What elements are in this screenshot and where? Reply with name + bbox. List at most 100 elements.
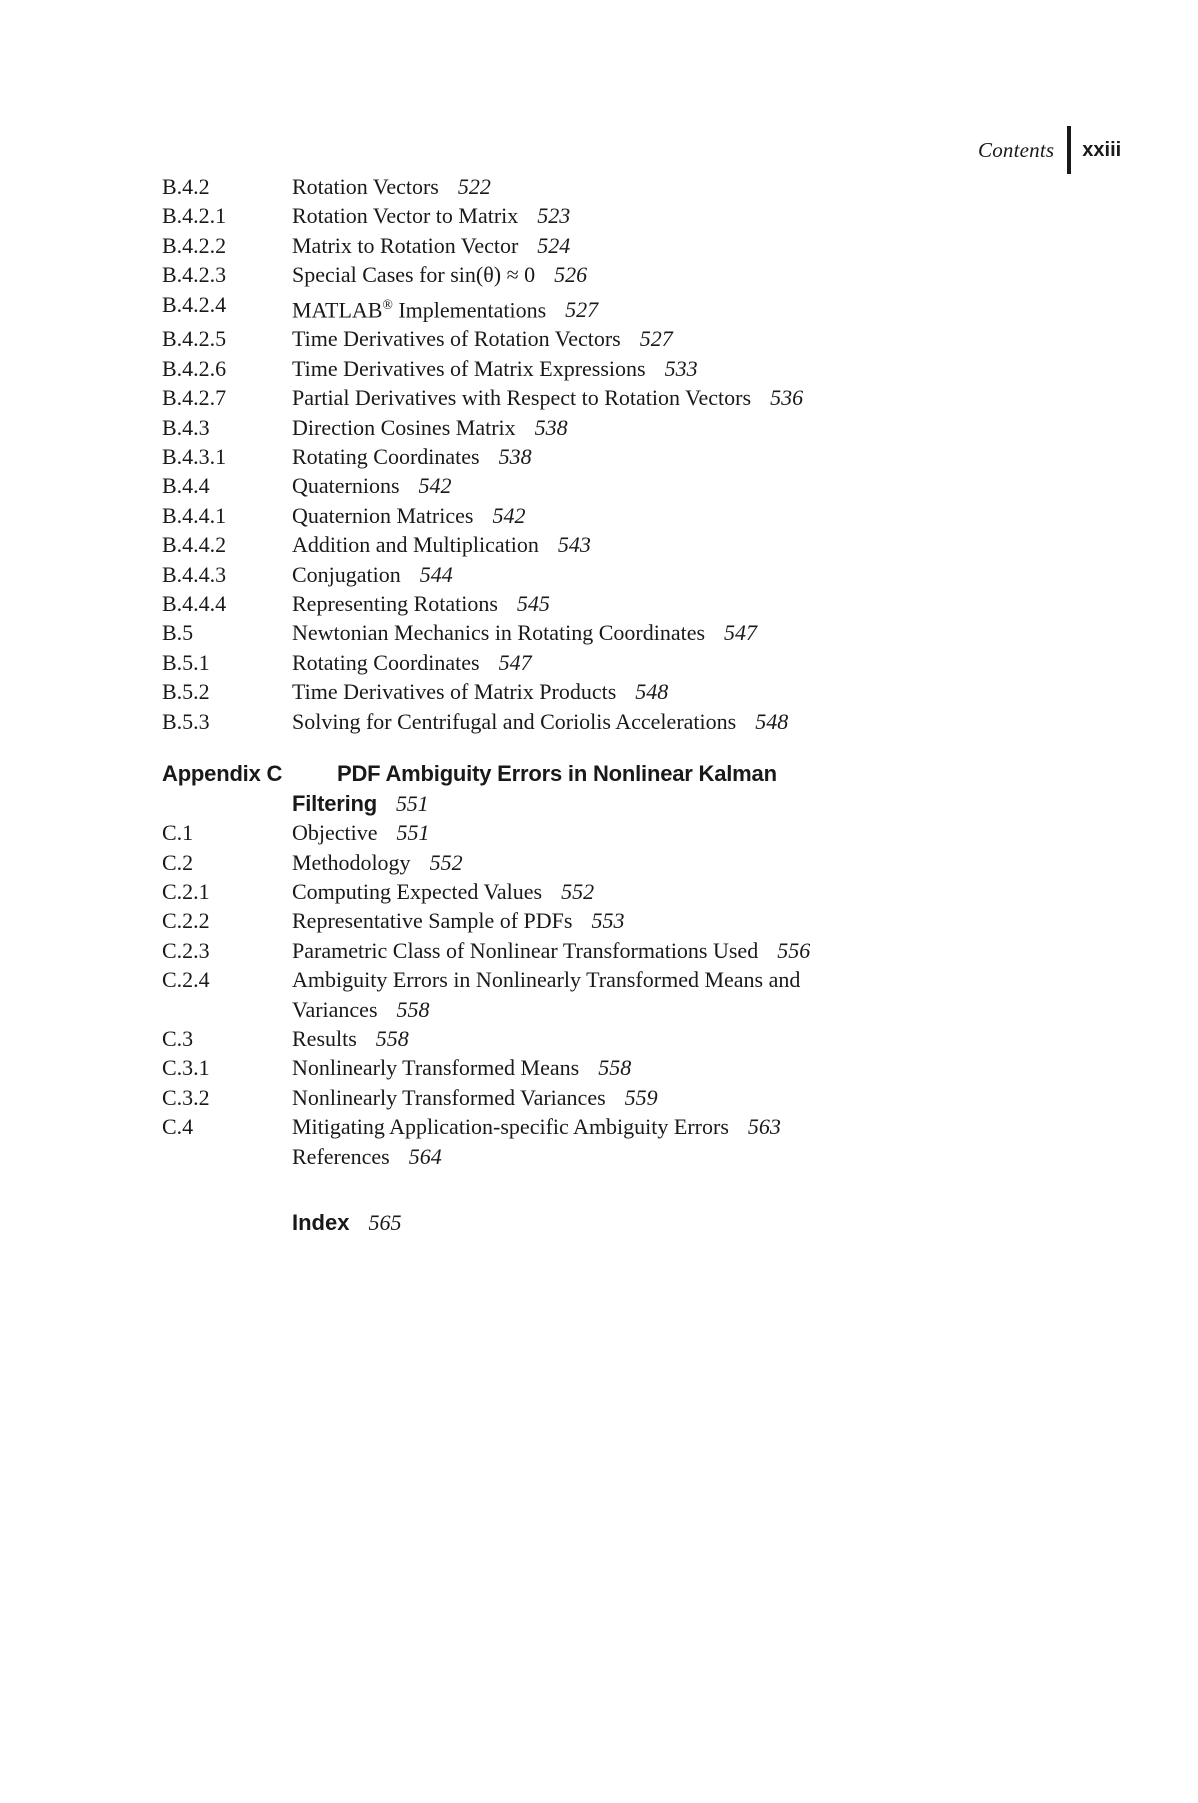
entry-number: B.5.3 bbox=[162, 708, 210, 734]
entry-number: C.2.2 bbox=[162, 908, 210, 934]
entry-page-number: 536 bbox=[770, 385, 804, 411]
toc-entry: C.2.4 Ambiguity Errors in Nonlinearly Tr… bbox=[162, 965, 1102, 994]
entry-number: C.2 bbox=[162, 849, 194, 875]
entry-page-number: 564 bbox=[408, 1143, 442, 1169]
entry-page-number: 552 bbox=[561, 879, 595, 905]
toc-entry: C.2.1 Computing Expected Values 552 bbox=[162, 877, 1102, 906]
toc-entry: B.4.2.4 MATLAB® Implementations 527 bbox=[162, 290, 1102, 325]
entry-page-number: 526 bbox=[554, 262, 588, 288]
entry-title: References 564 bbox=[292, 1143, 442, 1169]
entry-page-number: 522 bbox=[457, 174, 491, 199]
entry-page-number: 558 bbox=[396, 996, 430, 1022]
entry-page-number: 551 bbox=[396, 820, 430, 846]
section-b-entries: B.4.2 Rotation Vectors 522 B.4.2.1 Rotati… bbox=[162, 172, 1102, 736]
entry-number: B.4.3 bbox=[162, 414, 210, 440]
entry-page-number: 542 bbox=[418, 473, 452, 499]
entry-title: Conjugation 544 bbox=[292, 561, 453, 587]
toc-entry: B.4.2 Rotation Vectors 522 bbox=[162, 172, 1102, 201]
appendix-heading-line2: Filtering 551 bbox=[292, 789, 1102, 819]
entry-title: Partial Derivatives with Respect to Rota… bbox=[292, 385, 804, 411]
entry-page-number: 538 bbox=[534, 414, 568, 440]
toc-entry: B.5.3 Solving for Centrifugal and Coriol… bbox=[162, 707, 1102, 736]
entry-page-number: 558 bbox=[598, 1055, 632, 1081]
toc-entry: B.4.2.3 Special Cases for sin(θ) ≈ 0 526 bbox=[162, 260, 1102, 289]
toc-entry: B.4.2.6 Time Derivatives of Matrix Expre… bbox=[162, 354, 1102, 383]
entry-number: B.4.2.2 bbox=[162, 232, 227, 258]
entry-title: Time Derivatives of Matrix Expressions 53… bbox=[292, 355, 698, 381]
entry-number: B.4.2.5 bbox=[162, 326, 227, 352]
entry-title: MATLAB® Implementations 527 bbox=[292, 296, 599, 322]
entry-title: Mitigating Application-specific Ambiguit… bbox=[292, 1114, 781, 1140]
page-header: Contents xxiii bbox=[978, 124, 1121, 176]
entry-title: Direction Cosines Matrix 538 bbox=[292, 414, 568, 440]
entry-number: C.3 bbox=[162, 1026, 194, 1052]
entry-title: Quaternion Matrices 542 bbox=[292, 502, 526, 528]
entry-number: B.4.2 bbox=[162, 174, 210, 199]
entry-title: Representing Rotations 545 bbox=[292, 591, 550, 617]
toc-entry: References 564 bbox=[162, 1142, 1102, 1171]
entry-number: B.4.3.1 bbox=[162, 443, 227, 469]
entry-page-number: 544 bbox=[419, 561, 453, 587]
entry-title: Parametric Class of Nonlinear Transforma… bbox=[292, 937, 811, 963]
toc-entry: C.3.2 Nonlinearly Transformed Variances 5… bbox=[162, 1083, 1102, 1112]
toc-entry: B.4.4.2 Addition and Multiplication 543 bbox=[162, 530, 1102, 559]
entry-number: C.3.1 bbox=[162, 1055, 210, 1081]
toc-entry: B.5.1 Rotating Coordinates 547 bbox=[162, 648, 1102, 677]
entry-number: C.3.2 bbox=[162, 1084, 210, 1110]
entry-number: B.4.2.3 bbox=[162, 262, 227, 288]
entry-page-number: 558 bbox=[375, 1026, 409, 1052]
toc-list: B.4.2 Rotation Vectors 522 B.4.2.1 Rotati… bbox=[162, 172, 1102, 1238]
entry-number: C.4 bbox=[162, 1114, 194, 1140]
toc-entry: B.4.4.3 Conjugation 544 bbox=[162, 560, 1102, 589]
entry-page-number: 556 bbox=[777, 937, 811, 963]
appendix-title-continued: Filtering bbox=[292, 790, 377, 816]
toc-entry: B.4.2.5 Time Derivatives of Rotation Vec… bbox=[162, 324, 1102, 353]
toc-entry: C.2.2 Representative Sample of PDFs 553 bbox=[162, 906, 1102, 935]
appendix-heading-line1: Appendix C PDF Ambiguity Errors in Nonli… bbox=[162, 759, 1102, 789]
appendix-title: PDF Ambiguity Errors in Nonlinear Kalman bbox=[337, 761, 777, 787]
entry-number: B.4.4.3 bbox=[162, 561, 227, 587]
entry-number: B.4.2.7 bbox=[162, 385, 227, 411]
entry-title: Results 558 bbox=[292, 1026, 409, 1052]
entry-title: Computing Expected Values 552 bbox=[292, 879, 595, 905]
toc-entry: C.3.1 Nonlinearly Transformed Means 558 bbox=[162, 1053, 1102, 1082]
entry-page-number: 527 bbox=[639, 326, 673, 352]
entry-number: C.2.1 bbox=[162, 879, 210, 905]
entry-title: Representative Sample of PDFs 553 bbox=[292, 908, 625, 934]
entry-page-number: 523 bbox=[537, 203, 571, 229]
entry-number: B.4.2.1 bbox=[162, 203, 227, 229]
toc-entry: B.4.3.1 Rotating Coordinates 538 bbox=[162, 442, 1102, 471]
entry-number: B.5 bbox=[162, 620, 194, 646]
toc-entry: C.2 Methodology 552 bbox=[162, 848, 1102, 877]
entry-title: Quaternions 542 bbox=[292, 473, 452, 499]
entry-page-number: 543 bbox=[557, 532, 591, 558]
toc-entry: B.4.4 Quaternions 542 bbox=[162, 471, 1102, 500]
toc-entry: C.3 Results 558 bbox=[162, 1024, 1102, 1053]
entry-title: Ambiguity Errors in Nonlinearly Transfor… bbox=[292, 967, 801, 993]
appendix-c-heading: Appendix C PDF Ambiguity Errors in Nonli… bbox=[162, 759, 1102, 818]
entry-page-number: 559 bbox=[624, 1084, 658, 1110]
appendix-label: Appendix C bbox=[162, 761, 283, 787]
entry-title: Rotating Coordinates 538 bbox=[292, 443, 532, 469]
entry-number: B.4.4 bbox=[162, 473, 210, 499]
registered-trademark-symbol: ® bbox=[382, 296, 393, 312]
entry-title: Variances 558 bbox=[292, 996, 430, 1022]
entry-page-number: 545 bbox=[516, 591, 550, 617]
index-label: Index bbox=[292, 1210, 350, 1236]
entry-number: B.5.1 bbox=[162, 649, 210, 675]
toc-entry: B.4.3 Direction Cosines Matrix 538 bbox=[162, 413, 1102, 442]
entry-title: Methodology 552 bbox=[292, 849, 463, 875]
entry-title: Time Derivatives of Rotation Vectors 527 bbox=[292, 326, 673, 352]
entry-title: Objective 551 bbox=[292, 820, 430, 846]
entry-number: B.4.4.2 bbox=[162, 532, 227, 558]
section-c-entries: C.1 Objective 551 C.2 Methodology 552 C.2.… bbox=[162, 818, 1102, 1171]
toc-entry: B.4.4.4 Representing Rotations 545 bbox=[162, 589, 1102, 618]
toc-entry: C.2.3 Parametric Class of Nonlinear Tran… bbox=[162, 936, 1102, 965]
entry-title: Special Cases for sin(θ) ≈ 0 526 bbox=[292, 262, 588, 288]
toc-entry: B.4.4.1 Quaternion Matrices 542 bbox=[162, 501, 1102, 530]
appendix-page-number: 551 bbox=[395, 790, 429, 816]
page-number-corner: xxiii bbox=[1082, 138, 1122, 161]
entry-page-number: 547 bbox=[498, 649, 532, 675]
entry-title: Rotation Vector to Matrix 523 bbox=[292, 203, 571, 229]
